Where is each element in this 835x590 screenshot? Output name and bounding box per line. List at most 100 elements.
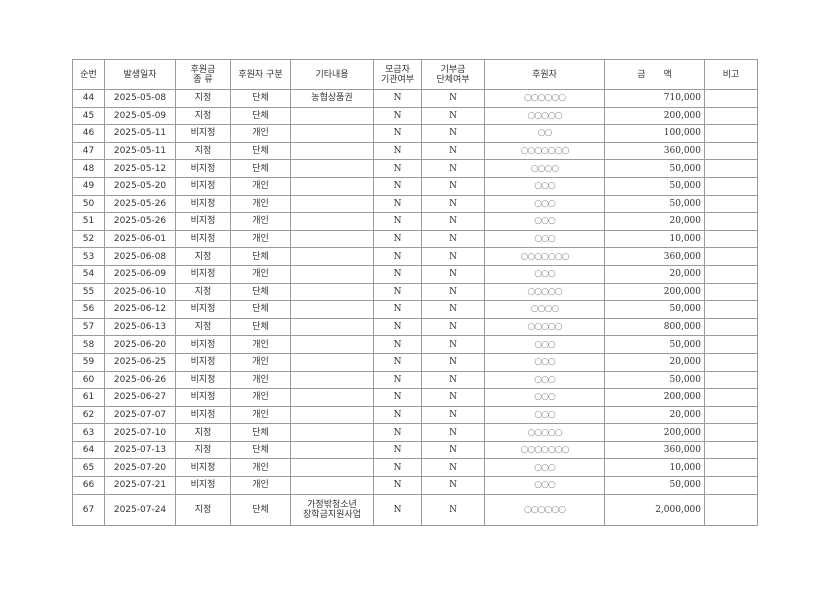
cell-donor: ○○○○○○○ bbox=[484, 247, 605, 266]
cell-donor: ○○○○○○ bbox=[484, 89, 605, 108]
cell-other bbox=[290, 352, 374, 372]
cell-amount: 100,000 bbox=[604, 124, 705, 143]
cell-seq: 46 bbox=[72, 124, 105, 143]
cell-donor-kind: 단체 bbox=[230, 159, 291, 178]
table-row: 57 2025-06-13 지정 단체 N N ○○○○○ 800,000 bbox=[72, 317, 758, 337]
cell-date: 2025-05-12 bbox=[104, 159, 176, 178]
cell-seq: 54 bbox=[72, 264, 105, 284]
cell-type: 비지정 bbox=[175, 194, 231, 214]
cell-fundraiser-org: N bbox=[373, 229, 422, 249]
cell-type: 비지정 bbox=[175, 212, 231, 231]
cell-fundraiser-org: N bbox=[373, 247, 422, 266]
header-amount: 금 액 bbox=[604, 59, 705, 90]
cell-amount: 50,000 bbox=[604, 476, 705, 495]
cell-other bbox=[290, 124, 374, 143]
cell-donor: ○○○○ bbox=[484, 159, 605, 178]
cell-remarks bbox=[704, 317, 758, 337]
cell-amount: 20,000 bbox=[604, 352, 705, 372]
cell-type: 비지정 bbox=[175, 335, 231, 354]
cell-type: 지정 bbox=[175, 106, 231, 126]
cell-remarks bbox=[704, 493, 758, 526]
header-seq: 순번 bbox=[72, 59, 105, 90]
cell-fundraiser-org: N bbox=[373, 335, 422, 354]
cell-fundraiser-org: N bbox=[373, 124, 422, 143]
header-date: 발생일자 bbox=[104, 59, 176, 90]
cell-type: 지정 bbox=[175, 141, 231, 161]
cell-fundraiser-org: N bbox=[373, 405, 422, 425]
cell-date: 2025-06-08 bbox=[104, 247, 176, 266]
cell-other bbox=[290, 317, 374, 337]
cell-amount: 360,000 bbox=[604, 141, 705, 161]
cell-remarks bbox=[704, 423, 758, 442]
cell-other bbox=[290, 176, 374, 196]
header-donor-kind: 후원자 구분 bbox=[230, 59, 291, 90]
table-row: 49 2025-05-20 비지정 개인 N N ○○○ 50,000 bbox=[72, 176, 758, 196]
cell-date: 2025-06-27 bbox=[104, 388, 176, 407]
cell-seq: 60 bbox=[72, 370, 105, 390]
cell-date: 2025-07-07 bbox=[104, 405, 176, 425]
cell-date: 2025-06-09 bbox=[104, 264, 176, 284]
cell-donor: ○○○○○ bbox=[484, 282, 605, 302]
cell-date: 2025-05-08 bbox=[104, 89, 176, 108]
cell-donor: ○○○○○ bbox=[484, 106, 605, 126]
cell-donor-kind: 개인 bbox=[230, 405, 291, 425]
table-row: 62 2025-07-07 비지정 개인 N N ○○○ 20,000 bbox=[72, 405, 758, 425]
cell-remarks bbox=[704, 370, 758, 390]
table-row: 64 2025-07-13 지정 단체 N N ○○○○○○○ 360,000 bbox=[72, 440, 758, 460]
cell-amount: 200,000 bbox=[604, 106, 705, 126]
cell-donation-group: N bbox=[421, 141, 485, 161]
cell-remarks bbox=[704, 405, 758, 425]
cell-amount: 20,000 bbox=[604, 405, 705, 425]
cell-other bbox=[290, 458, 374, 478]
cell-other bbox=[290, 440, 374, 460]
cell-fundraiser-org: N bbox=[373, 440, 422, 460]
cell-donation-group: N bbox=[421, 476, 485, 495]
cell-seq: 67 bbox=[72, 493, 105, 526]
cell-date: 2025-06-01 bbox=[104, 229, 176, 249]
cell-seq: 66 bbox=[72, 476, 105, 495]
cell-donor: ○○○ bbox=[484, 405, 605, 425]
cell-amount: 20,000 bbox=[604, 264, 705, 284]
cell-donor: ○○○ bbox=[484, 212, 605, 231]
cell-donor-kind: 단체 bbox=[230, 282, 291, 302]
cell-seq: 50 bbox=[72, 194, 105, 214]
cell-date: 2025-07-13 bbox=[104, 440, 176, 460]
cell-type: 비지정 bbox=[175, 300, 231, 319]
table-row: 50 2025-05-26 비지정 개인 N N ○○○ 50,000 bbox=[72, 194, 758, 214]
cell-donor-kind: 단체 bbox=[230, 89, 291, 108]
cell-remarks bbox=[704, 458, 758, 478]
cell-remarks bbox=[704, 476, 758, 495]
cell-remarks bbox=[704, 176, 758, 196]
cell-type: 비지정 bbox=[175, 124, 231, 143]
cell-date: 2025-06-12 bbox=[104, 300, 176, 319]
cell-seq: 48 bbox=[72, 159, 105, 178]
cell-seq: 56 bbox=[72, 300, 105, 319]
cell-remarks bbox=[704, 89, 758, 108]
cell-amount: 50,000 bbox=[604, 159, 705, 178]
cell-seq: 65 bbox=[72, 458, 105, 478]
cell-fundraiser-org: N bbox=[373, 476, 422, 495]
cell-type: 비지정 bbox=[175, 370, 231, 390]
cell-donor-kind: 단체 bbox=[230, 440, 291, 460]
cell-donation-group: N bbox=[421, 458, 485, 478]
cell-donation-group: N bbox=[421, 247, 485, 266]
cell-donor: ○○○ bbox=[484, 370, 605, 390]
table-row: 60 2025-06-26 비지정 개인 N N ○○○ 50,000 bbox=[72, 370, 758, 390]
cell-amount: 200,000 bbox=[604, 388, 705, 407]
cell-other bbox=[290, 282, 374, 302]
cell-donation-group: N bbox=[421, 229, 485, 249]
cell-amount: 50,000 bbox=[604, 176, 705, 196]
cell-donor-kind: 단체 bbox=[230, 493, 291, 526]
cell-donor: ○○○ bbox=[484, 458, 605, 478]
table-row: 52 2025-06-01 비지정 개인 N N ○○○ 10,000 bbox=[72, 229, 758, 249]
table-row: 67 2025-07-24 지정 단체 가정밖청소년 장학금지원사업 N N ○○○○○○ 2,… bbox=[72, 493, 758, 526]
cell-donor-kind: 개인 bbox=[230, 264, 291, 284]
cell-seq: 44 bbox=[72, 89, 105, 108]
cell-donation-group: N bbox=[421, 493, 485, 526]
cell-remarks bbox=[704, 159, 758, 178]
cell-donation-group: N bbox=[421, 89, 485, 108]
cell-remarks bbox=[704, 264, 758, 284]
cell-remarks bbox=[704, 335, 758, 354]
cell-donation-group: N bbox=[421, 317, 485, 337]
cell-type: 지정 bbox=[175, 282, 231, 302]
